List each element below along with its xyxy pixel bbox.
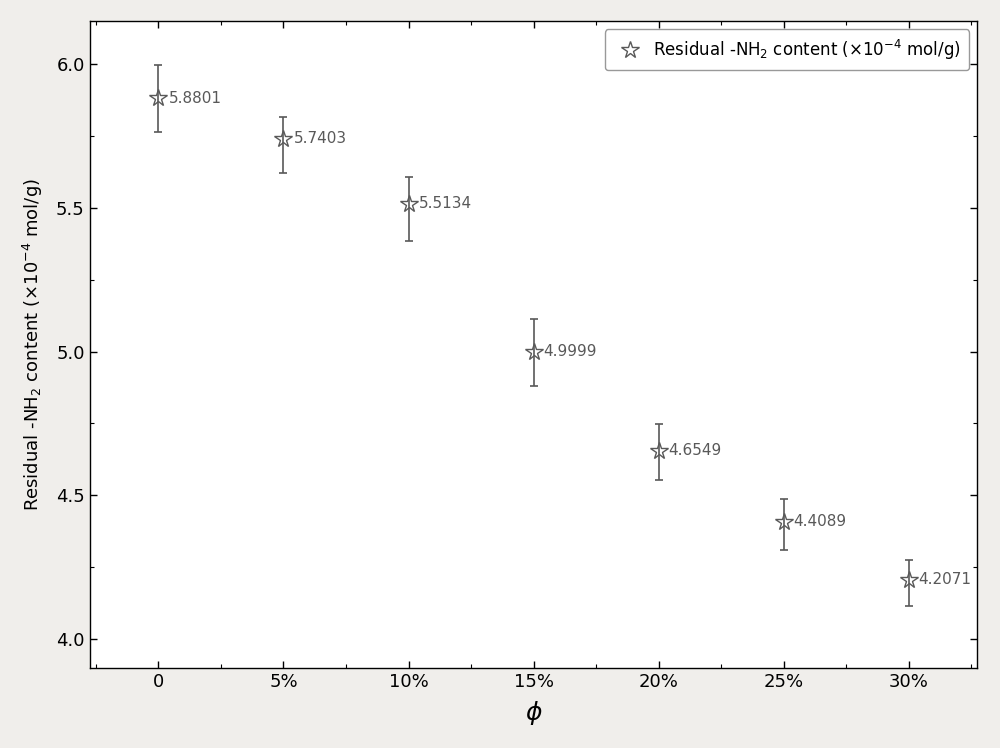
Text: 4.6549: 4.6549: [669, 444, 722, 459]
Legend: Residual -NH$_2$ content ($\times$10$^{-4}$ mol/g): Residual -NH$_2$ content ($\times$10$^{-…: [605, 29, 969, 70]
Text: 5.5134: 5.5134: [419, 197, 472, 212]
Text: 4.4089: 4.4089: [794, 514, 847, 529]
Text: 5.8801: 5.8801: [168, 91, 221, 106]
X-axis label: $\phi$: $\phi$: [525, 699, 542, 727]
Text: 5.7403: 5.7403: [293, 131, 347, 146]
Text: 4.2071: 4.2071: [919, 572, 972, 587]
Y-axis label: Residual -NH$_2$ content ($\times$10$^{-4}$ mol/g): Residual -NH$_2$ content ($\times$10$^{-…: [21, 178, 45, 511]
Text: 4.9999: 4.9999: [544, 344, 597, 359]
